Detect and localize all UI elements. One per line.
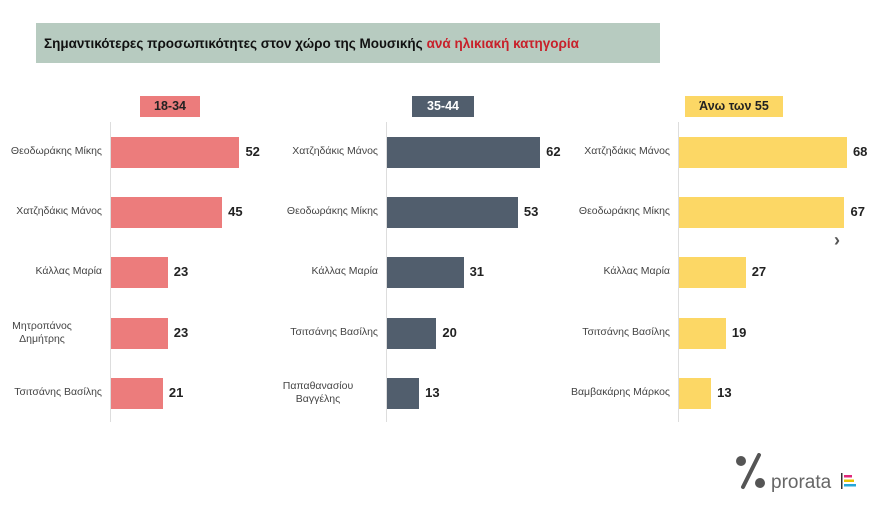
category-label: Κάλλας Μαρία bbox=[311, 265, 378, 277]
category-label: Θεοδωράκης Μίκης bbox=[10, 145, 102, 157]
value-label: 62 bbox=[546, 144, 561, 159]
value-label: 21 bbox=[168, 385, 184, 400]
bar bbox=[111, 257, 168, 288]
value-label: 68 bbox=[852, 144, 868, 159]
value-label: 67 bbox=[850, 204, 865, 219]
category-label: Τσιτσάνης Βασίλης bbox=[14, 386, 102, 398]
category-label: Χατζηδάκις Μάνος bbox=[584, 145, 670, 157]
category-label: Κάλλας Μαρία bbox=[35, 265, 102, 277]
value-label: 53 bbox=[523, 204, 539, 219]
category-label: Βαμβακάρης Μάρκος bbox=[570, 386, 670, 398]
bar bbox=[111, 137, 240, 168]
value-label: 23 bbox=[173, 325, 189, 340]
value-label: 31 bbox=[469, 264, 485, 279]
category-label: Θεοδωράκης Μίκης bbox=[578, 205, 670, 217]
bar bbox=[387, 318, 437, 349]
value-label: 27 bbox=[751, 264, 767, 279]
chevron-right-icon[interactable]: › bbox=[834, 230, 840, 250]
category-label: Τσιτσάνης Βασίλης bbox=[582, 326, 670, 338]
value-label: 20 bbox=[442, 325, 457, 340]
title-main: Σημαντικότερες προσωπικότητες στον χώρο … bbox=[44, 35, 423, 51]
category-label: Κάλλας Μαρία bbox=[603, 265, 670, 277]
svg-text:prorata: prorata bbox=[771, 472, 832, 493]
bar bbox=[679, 197, 845, 228]
bar bbox=[387, 137, 541, 168]
value-label: 19 bbox=[731, 325, 747, 340]
title-accent: ανά ηλικιακή κατηγορία bbox=[426, 35, 579, 51]
bar bbox=[387, 378, 420, 409]
category-label: Τσιτσάνης Βασίλης bbox=[290, 326, 378, 338]
bar bbox=[679, 137, 847, 168]
bar bbox=[679, 378, 712, 409]
bar bbox=[111, 378, 163, 409]
axis-line bbox=[110, 122, 111, 422]
value-label: 13 bbox=[425, 385, 440, 400]
value-label: 52 bbox=[245, 144, 260, 159]
value-label: 45 bbox=[228, 204, 243, 219]
bar bbox=[111, 197, 223, 228]
bar bbox=[111, 318, 168, 349]
category-label: Παπαθανασίου Βαγγέλης bbox=[282, 380, 354, 405]
category-label: Χατζηδάκις Μάνος bbox=[16, 205, 102, 217]
group-badge: Άνω των 55 bbox=[685, 96, 783, 117]
axis-line bbox=[678, 122, 679, 422]
value-label: 23 bbox=[173, 264, 189, 279]
bar bbox=[387, 257, 464, 288]
group-badge: 18-34 bbox=[140, 96, 200, 117]
bar bbox=[679, 318, 726, 349]
chart-title: Σημαντικότερες προσωπικότητες στον χώρο … bbox=[36, 23, 660, 63]
group-badge: 35-44 bbox=[412, 96, 474, 117]
category-label: Μητροπάνος Δημήτρης bbox=[12, 320, 72, 345]
bar bbox=[387, 197, 518, 228]
bar bbox=[679, 257, 746, 288]
category-label: Χατζηδάκις Μάνος bbox=[292, 145, 378, 157]
value-label: 13 bbox=[717, 385, 732, 400]
prorata-logo: prorata bbox=[735, 453, 865, 498]
category-label: Θεοδωράκης Μίκης bbox=[286, 205, 378, 217]
axis-line bbox=[386, 122, 387, 422]
